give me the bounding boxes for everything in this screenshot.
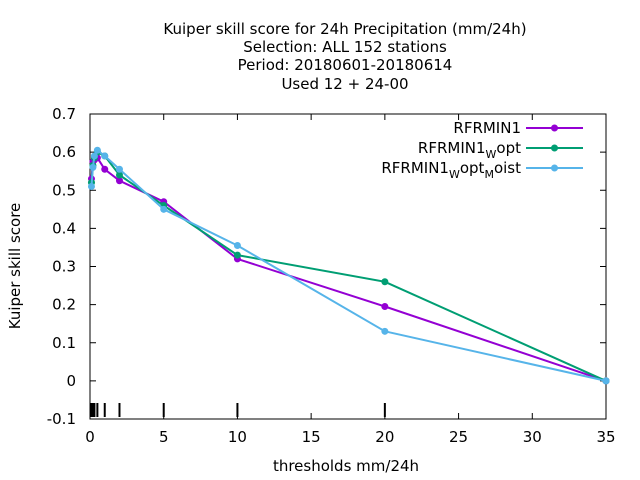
legend-label-main: RFRMIN1 bbox=[418, 139, 486, 157]
x-tick-label: 20 bbox=[375, 428, 394, 446]
legend-label-text: opt bbox=[460, 159, 485, 177]
series-line bbox=[90, 151, 607, 382]
y-tick-label: -0.1 bbox=[47, 410, 76, 428]
series-point bbox=[101, 165, 109, 173]
x-tick-label: 25 bbox=[449, 428, 468, 446]
series-point bbox=[381, 327, 389, 335]
legend-marker bbox=[551, 124, 558, 132]
x-axis-label: thresholds mm/24h bbox=[273, 457, 419, 475]
y-tick-label: 0.7 bbox=[52, 105, 76, 123]
y-tick-label: 0.5 bbox=[52, 181, 76, 199]
series-point bbox=[115, 165, 123, 173]
legend-label-text: oist bbox=[494, 159, 521, 177]
series-line bbox=[90, 156, 607, 382]
legend-label-main: RFRMIN1 bbox=[453, 119, 521, 137]
y-tick-label: 0.6 bbox=[52, 143, 76, 161]
plot-area bbox=[89, 113, 607, 420]
series-point bbox=[90, 152, 98, 160]
y-tick-label: 0 bbox=[66, 372, 76, 390]
series-3 bbox=[87, 146, 610, 385]
title-line-3: Period: 20180601-20180614 bbox=[238, 56, 453, 74]
y-axis-label: Kuiper skill score bbox=[6, 203, 24, 330]
series-layer bbox=[87, 146, 610, 385]
legend-label: RFRMIN1WoptMoist bbox=[381, 159, 521, 181]
x-tick-label: 10 bbox=[228, 428, 247, 446]
series-point bbox=[381, 278, 389, 286]
x-tick-label: 30 bbox=[523, 428, 542, 446]
series-point bbox=[115, 177, 123, 185]
legend-label-text: opt bbox=[496, 139, 521, 157]
title-line-4: Used 12 + 24-00 bbox=[281, 75, 408, 93]
legend-label: RFRMIN1Wopt bbox=[418, 139, 521, 161]
legend-label-subscript: M bbox=[484, 168, 494, 181]
series-line bbox=[90, 149, 607, 382]
series-point bbox=[160, 205, 168, 213]
y-tick-label: 0.3 bbox=[52, 258, 76, 276]
legend-label-main: RFRMIN1 bbox=[381, 159, 449, 177]
x-tick-label: 15 bbox=[302, 428, 321, 446]
y-tick-label: 0.4 bbox=[52, 219, 76, 237]
legend-marker bbox=[551, 144, 558, 152]
x-tick-label: 5 bbox=[159, 428, 169, 446]
series-point bbox=[381, 303, 389, 311]
series-point bbox=[233, 242, 241, 250]
legend-marker bbox=[551, 164, 558, 172]
series-point bbox=[602, 377, 610, 385]
series-point bbox=[101, 152, 109, 160]
series-point bbox=[93, 146, 101, 154]
series-point bbox=[89, 163, 97, 171]
series-point bbox=[115, 171, 123, 179]
legend-label-subscript: W bbox=[449, 168, 460, 181]
legend-item-3: RFRMIN1WoptMoist bbox=[381, 159, 583, 181]
x-tick-label: 0 bbox=[85, 428, 95, 446]
legend-label-subscript: W bbox=[486, 148, 497, 161]
threshold-marks bbox=[90, 403, 386, 417]
series-point bbox=[87, 182, 95, 190]
axis-ticks bbox=[89, 113, 607, 420]
legend-item-1: RFRMIN1 bbox=[453, 119, 583, 137]
y-tick-label: 0.2 bbox=[52, 296, 76, 314]
x-tick-label: 35 bbox=[596, 428, 615, 446]
series-point bbox=[233, 251, 241, 259]
series-1 bbox=[87, 154, 610, 385]
series-2 bbox=[87, 148, 610, 385]
plot-frame bbox=[89, 113, 607, 420]
chart-title: Kuiper skill score for 24h Precipitation… bbox=[163, 20, 526, 93]
y-tick-label: 0.1 bbox=[52, 334, 76, 352]
title-line-1: Kuiper skill score for 24h Precipitation… bbox=[163, 20, 526, 38]
tick-labels: 0 5 10 15 20 25 30 35 -0.1 0 0.1 0.2 0.3 0.4 0.5 0.6 0.7 bbox=[47, 105, 616, 446]
legend-item-2: RFRMIN1Wopt bbox=[418, 139, 583, 161]
title-line-2: Selection: ALL 152 stations bbox=[243, 38, 447, 56]
legend-label: RFRMIN1 bbox=[453, 119, 521, 137]
